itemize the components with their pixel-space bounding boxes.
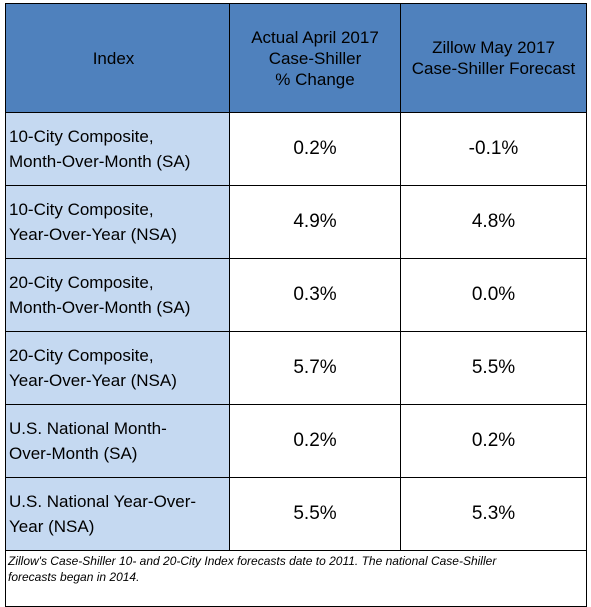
header-actual-line-2: Case-Shiller [268,48,362,68]
row-label-line-1: U.S. National Year-Over- [9,492,197,511]
forecast-value: 5.5% [400,331,587,405]
row-label: U.S. National Year-Over- Year (NSA) [5,477,230,551]
footnote: Zillow's Case-Shiller 10- and 20-City In… [5,550,587,607]
table-row: U.S. National Month- Over-Month (SA) 0.2… [5,404,587,478]
actual-value: 4.9% [229,185,401,259]
header-index: Index [5,3,230,113]
table-row: U.S. National Year-Over- Year (NSA) 5.5%… [5,477,587,551]
header-actual: Actual April 2017 Case-Shiller % Change [229,3,401,113]
footnote-line-2: forecasts began in 2014. [8,570,140,584]
row-label-line-2: Over-Month (SA) [9,444,138,463]
forecast-value: -0.1% [400,112,587,186]
header-forecast: Zillow May 2017 Case-Shiller Forecast [400,3,587,113]
row-label: 10-City Composite, Year-Over-Year (NSA) [5,185,230,259]
row-label: U.S. National Month- Over-Month (SA) [5,404,230,478]
row-label: 20-City Composite, Month-Over-Month (SA) [5,258,230,332]
table-row: 20-City Composite, Month-Over-Month (SA)… [5,258,587,332]
row-label-line-1: 20-City Composite, [9,346,154,365]
row-label: 10-City Composite, Month-Over-Month (SA) [5,112,230,186]
row-label-line-1: 20-City Composite, [9,273,154,292]
actual-value: 0.2% [229,112,401,186]
header-index-text: Index [92,48,135,68]
table-row: 10-City Composite, Month-Over-Month (SA)… [5,112,587,186]
footnote-line-1: Zillow's Case-Shiller 10- and 20-City In… [8,554,497,568]
forecast-value: 0.0% [400,258,587,332]
header-actual-line-3: % Change [275,69,355,89]
row-label-line-2: Month-Over-Month (SA) [9,152,191,171]
actual-value: 5.5% [229,477,401,551]
row-label-line-1: U.S. National Month- [9,419,167,438]
footnote-row: Zillow's Case-Shiller 10- and 20-City In… [5,550,587,607]
forecast-value: 5.3% [400,477,587,551]
forecast-value: 0.2% [400,404,587,478]
row-label-line-2: Year-Over-Year (NSA) [9,225,177,244]
header-forecast-line-1: Zillow May 2017 [432,38,555,57]
actual-value: 0.3% [229,258,401,332]
row-label-line-1: 10-City Composite, [9,127,154,146]
table-row: 20-City Composite, Year-Over-Year (NSA) … [5,331,587,405]
header-actual-line-1: Actual April 2017 [251,27,379,47]
row-label-line-1: 10-City Composite, [9,200,154,219]
row-label-line-2: Year-Over-Year (NSA) [9,371,177,390]
actual-value: 0.2% [229,404,401,478]
row-label-line-2: Month-Over-Month (SA) [9,298,191,317]
forecast-table: Index Actual April 2017 Case-Shiller % C… [5,3,587,607]
forecast-value: 4.8% [400,185,587,259]
actual-value: 5.7% [229,331,401,405]
row-label: 20-City Composite, Year-Over-Year (NSA) [5,331,230,405]
header-forecast-line-2: Case-Shiller Forecast [411,59,576,78]
table-row: 10-City Composite, Year-Over-Year (NSA) … [5,185,587,259]
header-row: Index Actual April 2017 Case-Shiller % C… [5,3,587,113]
row-label-line-2: Year (NSA) [9,517,95,536]
